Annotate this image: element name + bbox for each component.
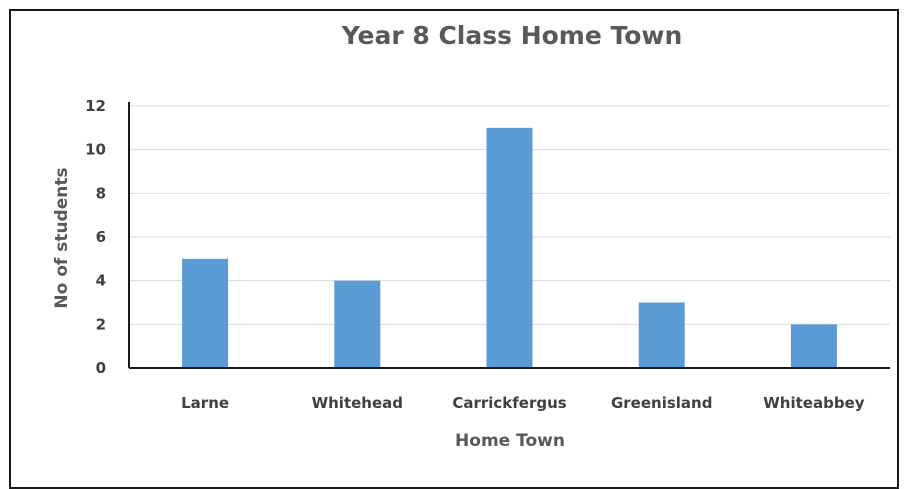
bar-whitehead: [334, 280, 381, 368]
y-tick-label: 4: [96, 272, 106, 290]
y-tick-label: 10: [85, 141, 106, 159]
x-tick-label: Whiteabbey: [763, 394, 864, 412]
y-tick-label: 8: [96, 184, 106, 202]
y-tick-label: 2: [96, 315, 106, 333]
y-axis-label: No of students: [52, 167, 72, 308]
y-tick-labels: 0 2 4 6 8 10 12: [85, 97, 106, 377]
x-tick-label: Whitehead: [312, 394, 403, 412]
x-axis-label: Home Town: [455, 431, 565, 451]
x-tick-label: Greenisland: [611, 394, 712, 412]
x-tick-label: Larne: [181, 394, 229, 412]
y-tick-label: 6: [96, 228, 106, 246]
y-tick-label: 12: [85, 97, 106, 115]
bar-whiteabbey: [790, 324, 837, 368]
x-tick-label: Carrickfergus: [452, 394, 566, 412]
bar-larne: [182, 258, 229, 368]
bar-carrickfergus: [486, 127, 533, 368]
bars: [182, 127, 837, 368]
y-tick-label: 0: [96, 359, 106, 377]
chart-title: Year 8 Class Home Town: [341, 21, 683, 50]
chart-frame: [9, 9, 899, 489]
bar-greenisland: [638, 302, 685, 368]
x-tick-labels: Larne Whitehead Carrickfergus Greenisland Wh…: [181, 394, 865, 412]
